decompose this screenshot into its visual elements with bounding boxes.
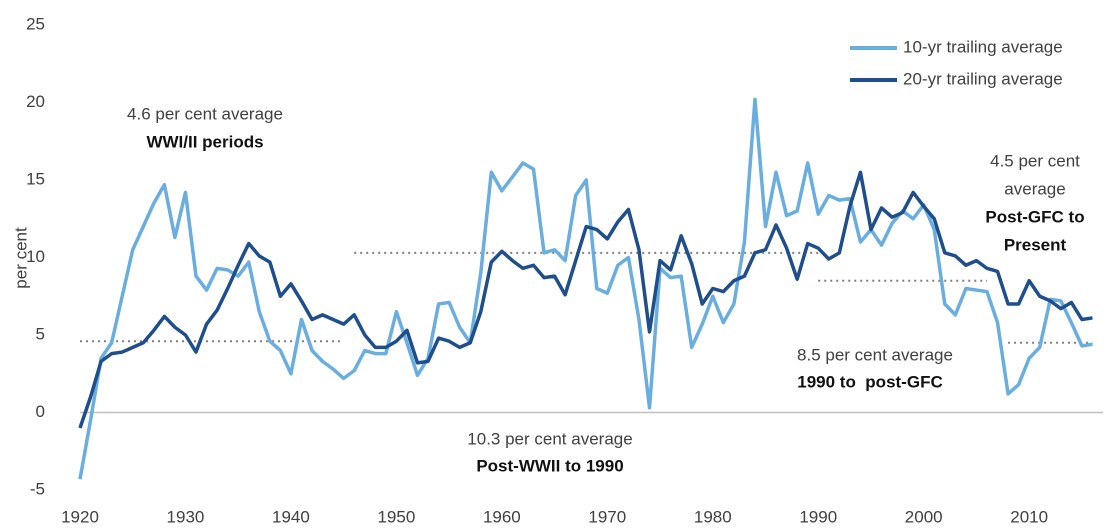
- x-tick-label: 1930: [167, 507, 205, 526]
- annotation: average: [1004, 179, 1065, 198]
- series-line: [78, 97, 1093, 480]
- x-tick-label: 2010: [1010, 507, 1048, 526]
- y-axis-title: per cent: [11, 227, 30, 289]
- legend-label: 20-yr trailing average: [903, 69, 1063, 88]
- annotation: 4.6 per cent average: [127, 104, 283, 123]
- annotation: Post-GFC to: [985, 207, 1084, 226]
- annotation: 10.3 per cent average: [467, 429, 632, 448]
- series-line: [78, 170, 1093, 429]
- annotation: 1990 to post-GFC: [797, 372, 942, 391]
- x-tick-label: 1950: [377, 507, 415, 526]
- y-tick-label: 0: [36, 402, 45, 421]
- y-tick-label: 25: [26, 14, 45, 33]
- annotation: WWI/II periods: [146, 132, 263, 151]
- x-tick-label: 2000: [905, 507, 943, 526]
- y-tick-label: -5: [30, 479, 45, 498]
- annotation: 4.5 per cent: [990, 151, 1080, 170]
- legend-label: 10-yr trailing average: [903, 37, 1063, 56]
- annotation: 8.5 per cent average: [797, 345, 953, 364]
- x-tick-label: 1970: [588, 507, 626, 526]
- y-tick-label: 10: [26, 247, 45, 266]
- x-tick-label: 1980: [694, 507, 732, 526]
- x-tick-label: 1940: [272, 507, 310, 526]
- annotation: Present: [1004, 235, 1067, 254]
- x-tick-label: 1990: [799, 507, 837, 526]
- annotation: Post-WWII to 1990: [476, 456, 623, 475]
- y-tick-label: 15: [26, 169, 45, 188]
- y-tick-label: 5: [36, 324, 45, 343]
- x-tick-label: 1960: [483, 507, 521, 526]
- x-tick-label: 1920: [61, 507, 99, 526]
- y-tick-label: 20: [26, 92, 45, 111]
